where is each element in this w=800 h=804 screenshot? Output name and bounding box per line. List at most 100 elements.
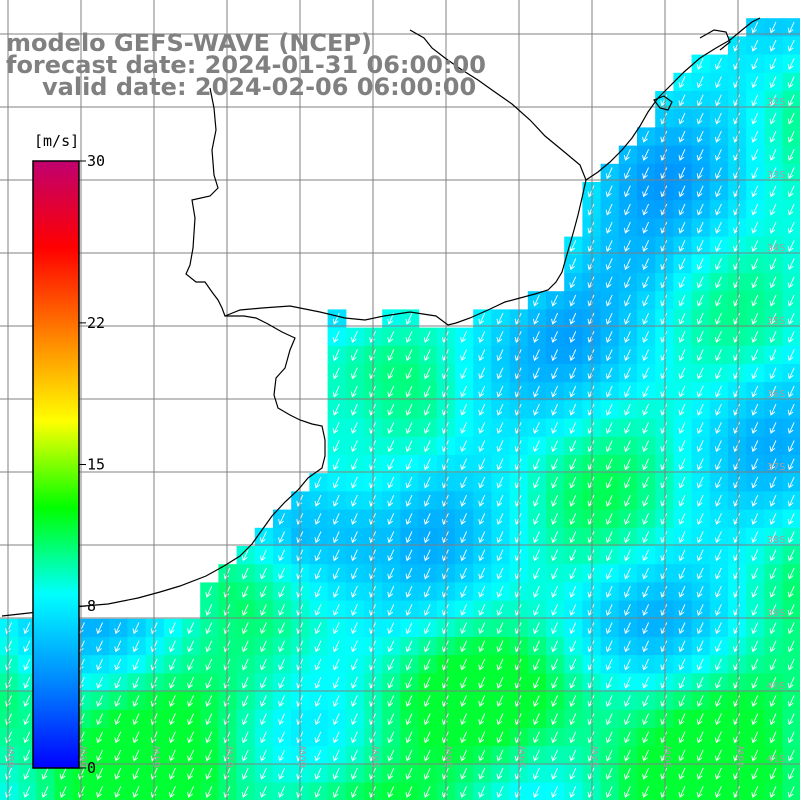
wind-arrow: [405, 312, 413, 325]
wind-arrow: [769, 604, 777, 616]
wind-arrow: [496, 494, 504, 507]
wind-arrow: [787, 258, 795, 271]
wind-arrow: [605, 567, 613, 580]
wind-arrow: [460, 440, 468, 453]
wind-arrow: [751, 513, 759, 525]
wind-arrow: [696, 476, 704, 489]
wind-arrow: [605, 312, 613, 325]
wind-arrow: [187, 640, 195, 653]
wind-arrow: [696, 440, 704, 453]
wind-arrow: [605, 476, 613, 489]
wind-arrow: [314, 767, 322, 780]
wind-arrow: [733, 258, 741, 271]
wind-arrow: [769, 185, 777, 198]
wind-arrow: [132, 749, 140, 762]
wind-arrow: [623, 767, 631, 780]
wind-arrow: [678, 312, 686, 325]
wind-arrow: [660, 185, 668, 198]
wind-arrow: [642, 258, 650, 271]
wind-arrow: [23, 658, 31, 671]
wind-arrow: [787, 385, 795, 398]
wind-arrow: [387, 658, 395, 671]
wind-arrow: [696, 130, 704, 143]
wind-arrow: [751, 112, 759, 125]
wind-arrow: [241, 713, 249, 726]
wind-arrow: [460, 349, 468, 362]
wind-arrow: [751, 76, 759, 89]
wind-arrow: [605, 731, 613, 744]
wind-arrow: [569, 240, 577, 252]
wind-arrow: [332, 385, 340, 398]
wind-arrow: [532, 458, 540, 471]
wind-arrow: [551, 658, 559, 671]
wind-arrow: [5, 767, 13, 780]
wind-arrow: [496, 476, 504, 489]
wind-arrow: [150, 640, 158, 653]
wind-arrow: [714, 440, 722, 453]
wind-arrow: [259, 658, 267, 671]
wind-arrow: [569, 622, 577, 635]
wind-arrow: [678, 167, 686, 180]
wind-arrow: [23, 713, 31, 726]
wind-arrow: [787, 567, 795, 580]
wind-arrow: [733, 604, 741, 616]
wind-arrow: [751, 39, 759, 52]
wind-arrow: [733, 422, 741, 434]
wind-arrow: [751, 294, 759, 307]
wind-arrow: [332, 458, 340, 471]
wind-arrow: [187, 731, 195, 744]
wind-arrow: [387, 440, 395, 453]
wind-arrow: [696, 331, 704, 343]
wind-arrow: [187, 622, 195, 635]
wind-arrow: [478, 713, 486, 726]
wind-arrow: [751, 749, 759, 762]
wind-arrow: [660, 367, 668, 380]
wind-arrow: [787, 149, 795, 161]
wind-arrow: [569, 440, 577, 453]
wind-arrow: [478, 731, 486, 744]
wind-arrow: [478, 767, 486, 780]
wind-arrow: [678, 549, 686, 562]
wind-arrow: [241, 585, 249, 598]
wind-arrow: [460, 367, 468, 380]
wind-arrow: [605, 185, 613, 198]
wind-arrow: [660, 767, 668, 780]
wind-arrow: [733, 167, 741, 180]
wind-arrow: [278, 622, 286, 635]
wind-arrow: [787, 221, 795, 234]
wind-arrow: [642, 476, 650, 489]
wind-arrow: [5, 640, 13, 653]
wind-arrow: [423, 676, 431, 689]
wind-arrow: [532, 349, 540, 362]
wind-arrow: [569, 422, 577, 434]
wind-arrow: [205, 731, 213, 744]
wind-arrow: [569, 276, 577, 289]
wind-arrow: [696, 676, 704, 689]
wind-arrow: [642, 221, 650, 234]
wind-arrow: [278, 731, 286, 744]
wind-arrow: [660, 440, 668, 453]
wind-arrow: [569, 258, 577, 271]
wind-arrow: [569, 567, 577, 580]
wind-arrow: [314, 585, 322, 598]
wind-arrow: [733, 294, 741, 307]
wind-arrow: [660, 476, 668, 489]
wind-arrow: [23, 622, 31, 635]
wind-arrow: [623, 604, 631, 616]
wind-arrow: [551, 749, 559, 762]
wind-arrow: [332, 422, 340, 434]
wind-arrow: [678, 294, 686, 307]
wind-arrow: [769, 130, 777, 143]
wind-arrow: [769, 58, 777, 70]
wind-arrow: [478, 440, 486, 453]
longitude-label: 58W: [371, 745, 382, 768]
wind-arrow: [532, 331, 540, 343]
wind-arrow: [478, 786, 486, 798]
wind-arrow: [532, 731, 540, 744]
wind-arrow: [733, 149, 741, 161]
wind-arrow: [132, 676, 140, 689]
wind-arrow: [314, 658, 322, 671]
wind-arrow: [478, 422, 486, 434]
wind-arrow: [678, 476, 686, 489]
wind-arrow: [623, 331, 631, 343]
